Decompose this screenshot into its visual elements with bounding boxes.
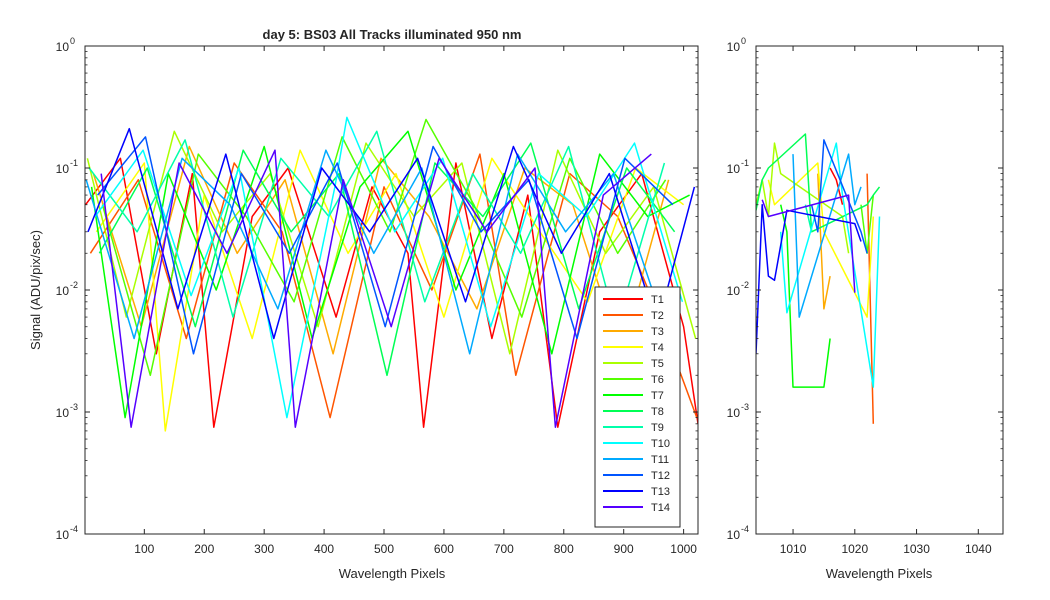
main-x-tick-label: 900 <box>614 542 634 556</box>
legend: T1 T2 T3 T4 T5 T6 T7 T8 T9 T10 T11 T12 T13 T14 <box>594 286 681 528</box>
chart-title: day 5: BS03 All Tracks illuminated 950 n… <box>263 27 522 42</box>
zoom-series-line-t10 <box>779 142 881 388</box>
zoom-y-tick-label: 10 <box>727 40 741 54</box>
main-x-tick-label: 800 <box>554 542 574 556</box>
main-x-tick-label: 200 <box>194 542 214 556</box>
legend-label: T7 <box>651 390 664 402</box>
main-x-tick-label: 300 <box>254 542 274 556</box>
legend-label: T5 <box>651 358 664 370</box>
zoom-series-line-t3 <box>817 173 831 310</box>
zoom-x-tick-label: 1030 <box>903 542 930 556</box>
zoom-y-tick-exponent: 0 <box>741 36 746 46</box>
legend-label: T1 <box>651 294 664 306</box>
legend-item-t10: T10 <box>603 438 670 450</box>
main-y-tick-label: 10 <box>56 528 70 542</box>
legend-item-t6: T6 <box>603 374 664 386</box>
main-series-line-t8 <box>98 142 676 377</box>
legend-label: T8 <box>651 406 664 418</box>
main-y-tick-label: 10 <box>56 40 70 54</box>
legend-label: T6 <box>651 374 664 386</box>
zoom-series-line-t8 <box>756 133 881 233</box>
legend-label: T12 <box>651 470 670 482</box>
legend-item-t3: T3 <box>603 326 664 338</box>
zoom-x-tick-label: 1010 <box>780 542 807 556</box>
legend-label: T3 <box>651 326 664 338</box>
legend-label: T11 <box>651 454 669 466</box>
main-series-line-t6 <box>101 118 667 377</box>
legend-label: T13 <box>651 486 670 498</box>
zoom-series-line-t11 <box>792 153 862 318</box>
x-axis-label: Wavelength Pixels <box>339 566 446 581</box>
zoom-series-line-t12 <box>810 139 868 254</box>
zoom-y-tick-exponent: -1 <box>741 158 749 168</box>
legend-item-t8: T8 <box>603 406 664 418</box>
main-series-line-t4 <box>95 149 685 432</box>
main-y-tick-exponent: -1 <box>70 158 78 168</box>
legend-label: T9 <box>651 422 664 434</box>
main-x-tick-label: 1000 <box>670 542 697 556</box>
legend-item-t11: T11 <box>603 454 669 466</box>
zoom-y-tick-label: 10 <box>727 528 741 542</box>
main-series-line-t9 <box>88 130 666 328</box>
zoom-y-tick-label: 10 <box>727 162 741 176</box>
legend-item-t2: T2 <box>603 310 664 322</box>
main-y-tick-label: 10 <box>56 162 70 176</box>
zoom-x-tick-label: 1040 <box>965 542 992 556</box>
zoom-y-tick-exponent: -4 <box>741 524 749 534</box>
zoom-plot-background <box>756 46 1003 534</box>
main-y-tick-exponent: -3 <box>70 402 78 412</box>
legend-item-t14: T14 <box>603 502 670 514</box>
zoom-x-axis-label: Wavelength Pixels <box>826 566 933 581</box>
zoom-series-line-t9 <box>804 204 813 232</box>
main-x-tick-label: 700 <box>494 542 514 556</box>
main-series-line-t11 <box>85 149 663 355</box>
legend-item-t9: T9 <box>603 422 664 434</box>
legend-item-t4: T4 <box>603 342 664 354</box>
y-axis-label: Signal (ADU/pix/sec) <box>28 230 43 350</box>
zoom-y-tick-exponent: -3 <box>741 402 749 412</box>
zoom-x-tick-label: 1020 <box>841 542 868 556</box>
main-x-tick-label: 600 <box>434 542 454 556</box>
legend-label: T10 <box>651 438 670 450</box>
zoom-y-tick-exponent: -2 <box>741 280 749 290</box>
zoom-series-line-t1 <box>829 167 844 205</box>
zoom-series-line-t14 <box>761 194 856 293</box>
main-y-tick-exponent: -4 <box>70 524 78 534</box>
zoom-series-line-t13 <box>756 203 862 354</box>
legend-item-t13: T13 <box>603 486 670 498</box>
main-x-tick-label: 100 <box>134 542 154 556</box>
main-y-tick-exponent: 0 <box>70 36 75 46</box>
main-y-tick-label: 10 <box>56 406 70 420</box>
zoom-y-tick-label: 10 <box>727 406 741 420</box>
main-series-line-t13 <box>87 127 696 340</box>
legend-item-t5: T5 <box>603 358 664 370</box>
zoom-y-tick-label: 10 <box>727 284 741 298</box>
legend-label: T4 <box>651 342 664 354</box>
legend-item-t1: T1 <box>603 294 664 306</box>
main-x-tick-label: 400 <box>314 542 334 556</box>
main-series-line-t10 <box>94 116 684 419</box>
legend-box <box>594 286 681 528</box>
main-series-lines <box>85 116 698 432</box>
legend-label: T2 <box>651 310 664 322</box>
legend-item-t12: T12 <box>603 470 670 482</box>
legend-item-t7: T7 <box>603 390 664 402</box>
main-series-line-t1 <box>85 157 698 428</box>
main-series-line-t12 <box>97 136 674 355</box>
zoom-series-lines <box>756 133 881 424</box>
main-y-tick-label: 10 <box>56 284 70 298</box>
main-y-tick-exponent: -2 <box>70 280 78 290</box>
zoom-plot-area <box>756 46 1003 534</box>
main-series-line-t14 <box>100 149 652 428</box>
main-x-tick-label: 500 <box>374 542 394 556</box>
legend-label: T14 <box>651 502 670 514</box>
